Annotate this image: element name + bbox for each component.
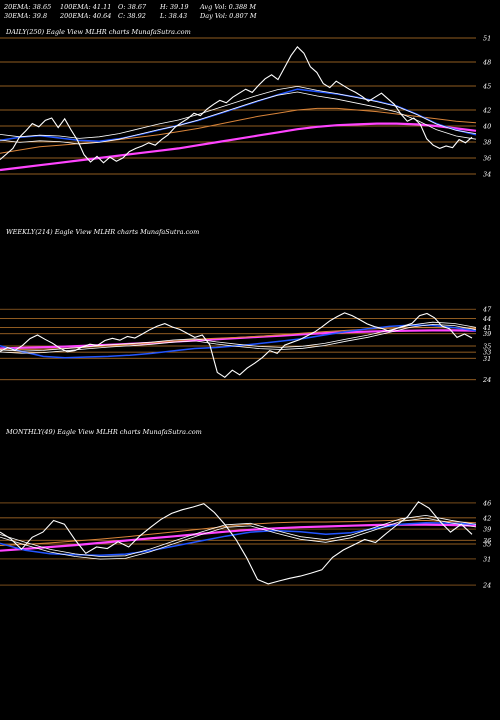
weekly-price-line <box>0 312 473 378</box>
weekly-y-tick-label: 31 <box>483 355 491 363</box>
monthly-series-line <box>0 521 477 556</box>
daily-series-line <box>0 122 477 172</box>
ema100-readout: 100EMA: 41.11 <box>60 3 112 11</box>
monthly-series-line <box>0 517 477 560</box>
daily-price-line <box>0 45 473 164</box>
daily-y-tick-label: 42 <box>482 107 491 115</box>
close-readout: C: 38.92 <box>118 12 146 20</box>
daily-y-tick-label: 48 <box>482 59 491 67</box>
high-readout: H: 39.19 <box>160 3 189 11</box>
monthly-y-tick-label: 36 <box>483 537 491 545</box>
weekly-y-tick-label: 39 <box>483 330 491 338</box>
monthly-y-tick-label: 24 <box>482 582 491 590</box>
monthly-series-line <box>0 514 477 557</box>
daily-y-tick-label: 34 <box>483 171 491 179</box>
monthly-chart-title: MONTHLY(49) Eagle View MLHR charts Munaf… <box>6 428 202 436</box>
daily-y-tick-label: 38 <box>483 139 491 147</box>
ema30-readout: 30EMA: 39.8 <box>4 12 48 20</box>
monthly-y-tick-label: 46 <box>482 499 491 507</box>
indicator-header: 20EMA: 38.65 30EMA: 39.8 100EMA: 41.11 2… <box>0 0 500 20</box>
ema200-readout: 200EMA: 40.64 <box>60 12 112 20</box>
daily-series-line <box>0 85 477 139</box>
weekly-y-tick-label: 24 <box>482 376 491 384</box>
daily-y-tick-label: 51 <box>483 35 491 43</box>
day-volume-readout: Day Vol: 0.807 M <box>200 12 257 20</box>
weekly-y-tick-label: 35 <box>483 343 491 351</box>
weekly-series-line <box>0 323 477 354</box>
monthly-series-line <box>0 523 477 552</box>
monthly-y-tick-label: 42 <box>482 514 491 522</box>
daily-chart-title: DAILY(250) Eagle View MLHR charts Munafa… <box>6 28 191 36</box>
weekly-y-tick-label: 44 <box>482 315 491 323</box>
ema20-readout: 20EMA: 38.65 <box>4 3 52 11</box>
daily-y-tick-label: 36 <box>483 155 491 163</box>
avg-volume-readout: Avg Vol: 0.388 M <box>200 3 257 11</box>
weekly-y-tick-label: 47 <box>482 306 492 314</box>
daily-y-tick-label: 45 <box>482 83 491 91</box>
monthly-y-tick-label: 31 <box>483 555 491 563</box>
weekly-y-tick-label: 33 <box>483 349 491 357</box>
open-readout: O: 38.67 <box>118 3 147 11</box>
weekly-y-tick-label: 41 <box>482 324 491 332</box>
monthly-y-tick-label: 39 <box>483 526 491 534</box>
weekly-chart-title: WEEKLY(214) Eagle View MLHR charts Munaf… <box>6 228 200 236</box>
low-readout: L: 38.43 <box>160 12 188 20</box>
weekly-series-line <box>0 324 477 359</box>
monthly-y-tick-label: 35 <box>483 541 491 549</box>
monthly-price-line <box>0 501 473 585</box>
daily-y-tick-label: 40 <box>482 123 491 131</box>
